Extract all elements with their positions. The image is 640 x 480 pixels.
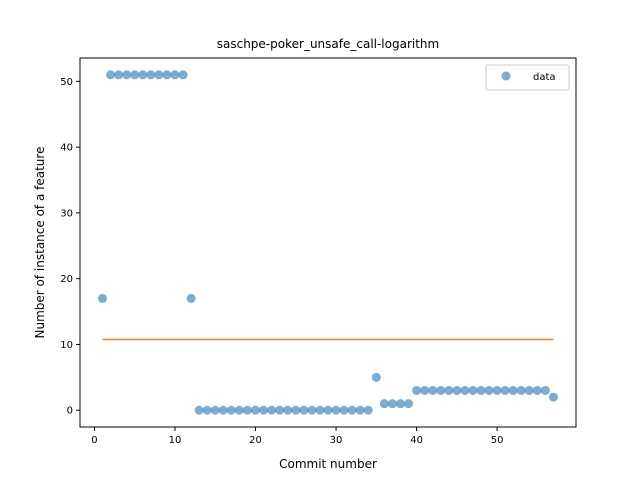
data-point xyxy=(484,385,494,395)
y-tick-label: 30 xyxy=(60,208,73,219)
x-tick-label: 40 xyxy=(410,435,423,446)
data-point xyxy=(548,392,558,402)
data-point xyxy=(524,385,534,395)
x-tick-label: 50 xyxy=(491,435,504,446)
legend: data xyxy=(485,64,570,91)
data-point xyxy=(516,385,526,395)
data-point xyxy=(508,385,518,395)
y-axis-label: Number of instance of a feature xyxy=(33,147,47,339)
data-point xyxy=(146,70,156,80)
y-tick-label: 0 xyxy=(67,406,73,417)
axes-frame xyxy=(79,57,577,428)
data-point xyxy=(106,70,116,80)
data-point xyxy=(363,405,373,415)
data-point xyxy=(452,385,462,395)
data-point xyxy=(283,405,293,415)
data-point xyxy=(355,405,365,415)
data-point xyxy=(339,405,349,415)
data-point xyxy=(347,405,357,415)
data-point xyxy=(387,399,397,409)
legend-box xyxy=(485,64,570,91)
data-point xyxy=(460,385,470,395)
data-point xyxy=(154,70,164,80)
y-tick-label: 50 xyxy=(60,77,73,88)
y-tick-label: 10 xyxy=(60,340,73,351)
data-point xyxy=(234,405,244,415)
data-point xyxy=(331,405,341,415)
data-point xyxy=(186,293,196,303)
data-point xyxy=(194,405,204,415)
y-axis: 0 10 20 30 40 50 xyxy=(60,77,80,417)
data-point xyxy=(420,385,430,395)
data-point xyxy=(251,405,261,415)
x-axis: 0 10 20 30 40 50 xyxy=(91,427,503,446)
data-point xyxy=(428,385,438,395)
legend-marker xyxy=(501,71,511,81)
data-point xyxy=(476,385,486,395)
data-point xyxy=(162,70,172,80)
x-axis-label: Commit number xyxy=(279,457,377,471)
data-point xyxy=(210,405,220,415)
data-point xyxy=(436,385,446,395)
data-point xyxy=(242,405,252,415)
x-tick-label: 30 xyxy=(330,435,343,446)
data-point xyxy=(138,70,148,80)
data-point xyxy=(291,405,301,415)
data-point xyxy=(226,405,236,415)
x-tick-label: 0 xyxy=(91,435,97,446)
data-point xyxy=(122,70,132,80)
data-point xyxy=(540,385,550,395)
data-point xyxy=(468,385,478,395)
data-point xyxy=(371,372,381,382)
data-point xyxy=(395,399,405,409)
data-point xyxy=(202,405,212,415)
data-point xyxy=(259,405,269,415)
x-tick-label: 20 xyxy=(249,435,262,446)
data-point xyxy=(178,70,188,80)
data-point xyxy=(500,385,510,395)
data-point xyxy=(275,405,285,415)
plot-area xyxy=(98,70,558,415)
data-point xyxy=(492,385,502,395)
data-point xyxy=(379,399,389,409)
data-point xyxy=(267,405,277,415)
x-tick-label: 10 xyxy=(169,435,182,446)
legend-label: data xyxy=(533,72,556,83)
data-point xyxy=(412,385,422,395)
data-point xyxy=(404,399,414,409)
chart-title: saschpe-poker_unsafe_call-logarithm xyxy=(217,37,439,51)
data-point xyxy=(323,405,333,415)
data-point xyxy=(307,405,317,415)
data-point xyxy=(98,293,108,303)
data-point xyxy=(130,70,140,80)
data-point xyxy=(218,405,228,415)
data-point xyxy=(532,385,542,395)
data-point xyxy=(315,405,325,415)
data-point xyxy=(170,70,180,80)
data-point xyxy=(299,405,309,415)
y-tick-label: 40 xyxy=(60,143,73,154)
y-tick-label: 20 xyxy=(60,274,73,285)
data-point xyxy=(114,70,124,80)
data-point xyxy=(444,385,454,395)
